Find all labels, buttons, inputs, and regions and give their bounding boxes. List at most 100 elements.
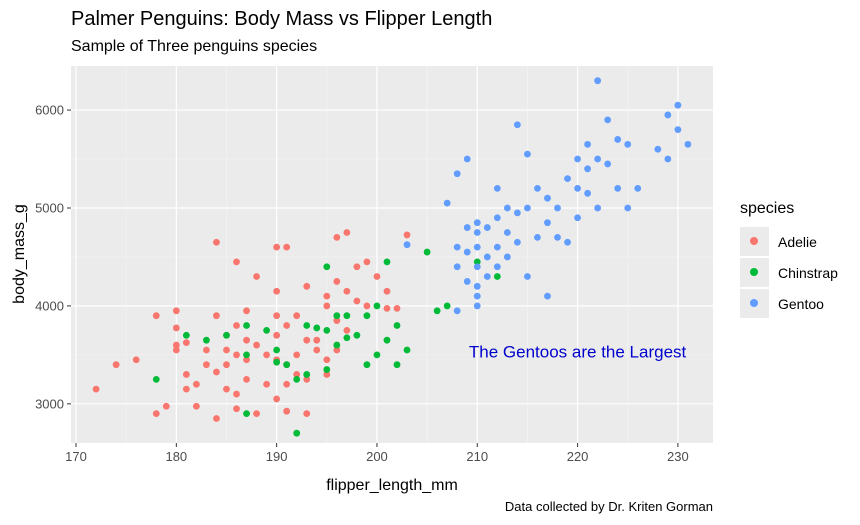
data-point-chinstrap [203, 336, 210, 344]
legend-item-adelie: Adelie [740, 226, 838, 257]
data-point-adelie [353, 263, 361, 271]
data-point-adelie [263, 380, 271, 388]
data-point-chinstrap [433, 307, 441, 315]
data-point-adelie [172, 341, 180, 349]
data-point-gentoo [574, 214, 581, 222]
data-point-adelie [303, 375, 311, 383]
legend-key-chinstrap [740, 258, 769, 287]
data-point-gentoo [604, 160, 612, 168]
data-point-adelie [333, 278, 341, 285]
data-point-gentoo [473, 243, 481, 251]
data-point-gentoo [493, 263, 501, 271]
data-point-adelie [303, 282, 311, 290]
data-point-gentoo [594, 155, 602, 163]
data-point-adelie [253, 410, 260, 418]
data-point-chinstrap [473, 258, 481, 266]
data-points [92, 77, 692, 437]
data-point-gentoo [564, 175, 571, 183]
data-point-adelie [233, 351, 240, 359]
data-point-adelie [293, 312, 301, 320]
data-point-chinstrap [373, 351, 381, 359]
data-point-gentoo [463, 224, 471, 231]
data-point-adelie [273, 243, 281, 251]
x-tick-label: 230 [667, 449, 689, 464]
data-point-chinstrap [323, 263, 331, 271]
data-point-gentoo [483, 224, 491, 231]
data-point-adelie [323, 292, 331, 300]
data-point-gentoo [534, 185, 541, 192]
data-point-adelie [172, 307, 180, 315]
data-point-chinstrap [152, 375, 160, 383]
data-point-adelie [363, 302, 371, 310]
data-point-adelie [273, 287, 281, 295]
data-point-adelie [403, 231, 411, 239]
data-point-gentoo [493, 243, 501, 251]
x-tick-label: 200 [366, 449, 388, 464]
data-point-adelie [182, 339, 190, 347]
data-point-adelie [383, 304, 391, 312]
data-point-adelie [283, 380, 291, 388]
data-point-adelie [233, 258, 240, 266]
data-point-gentoo [483, 253, 491, 261]
data-point-adelie [343, 287, 351, 295]
data-point-chinstrap [323, 366, 331, 373]
data-point-gentoo [403, 241, 411, 249]
data-point-adelie [192, 402, 200, 410]
data-point-gentoo [453, 307, 461, 315]
data-point-gentoo [503, 253, 511, 261]
data-point-adelie [303, 410, 311, 418]
data-point-chinstrap [323, 326, 331, 334]
data-point-adelie [213, 415, 220, 422]
data-point-chinstrap [343, 334, 351, 342]
data-point-gentoo [584, 189, 592, 197]
x-tick-label: 220 [567, 449, 589, 464]
data-point-chinstrap [363, 312, 371, 320]
data-point-gentoo [684, 140, 692, 148]
data-point-adelie [343, 326, 351, 334]
data-point-adelie [253, 341, 260, 349]
legend: species Adelie Chinstrap Gentoo [740, 200, 838, 319]
data-point-chinstrap [343, 312, 351, 320]
data-point-adelie [373, 273, 381, 280]
data-point-adelie [182, 371, 190, 378]
axis-ticks: 170 180 190 200 210 220 230 3000 4000 5000 6000 [35, 103, 689, 464]
data-point-adelie [333, 346, 341, 354]
data-point-chinstrap [333, 312, 341, 320]
data-point-chinstrap [303, 371, 311, 378]
data-point-gentoo [473, 219, 481, 227]
data-point-adelie [273, 312, 281, 320]
data-point-gentoo [544, 292, 551, 300]
data-point-chinstrap [313, 324, 321, 332]
data-point-gentoo [614, 185, 622, 192]
data-point-adelie [263, 351, 271, 359]
data-point-adelie [223, 385, 230, 393]
data-point-adelie [172, 346, 180, 354]
data-point-adelie [353, 297, 361, 305]
data-point-gentoo [524, 150, 531, 158]
data-point-adelie [223, 361, 230, 369]
data-point-chinstrap [383, 336, 391, 344]
data-point-chinstrap [273, 346, 281, 354]
data-point-gentoo [574, 155, 581, 163]
y-axis-title: body_mass_g [11, 204, 28, 304]
data-point-chinstrap [383, 258, 391, 266]
data-point-gentoo [564, 238, 571, 246]
annotation-text: The Gentoos are the Largest [469, 342, 687, 361]
data-point-gentoo [624, 204, 632, 212]
data-point-gentoo [473, 302, 481, 310]
data-point-gentoo [584, 165, 592, 173]
data-point-gentoo [483, 273, 491, 280]
legend-item-gentoo: Gentoo [740, 288, 838, 319]
data-point-adelie [213, 368, 220, 376]
data-point-adelie [243, 356, 250, 364]
data-point-adelie [283, 407, 291, 415]
data-point-gentoo [463, 248, 471, 256]
data-point-adelie [393, 304, 401, 312]
data-point-chinstrap [273, 358, 281, 366]
data-point-adelie [152, 312, 160, 320]
data-point-gentoo [614, 136, 622, 143]
data-point-gentoo [534, 233, 541, 241]
x-tick-label: 190 [266, 449, 288, 464]
data-point-gentoo [544, 219, 551, 227]
